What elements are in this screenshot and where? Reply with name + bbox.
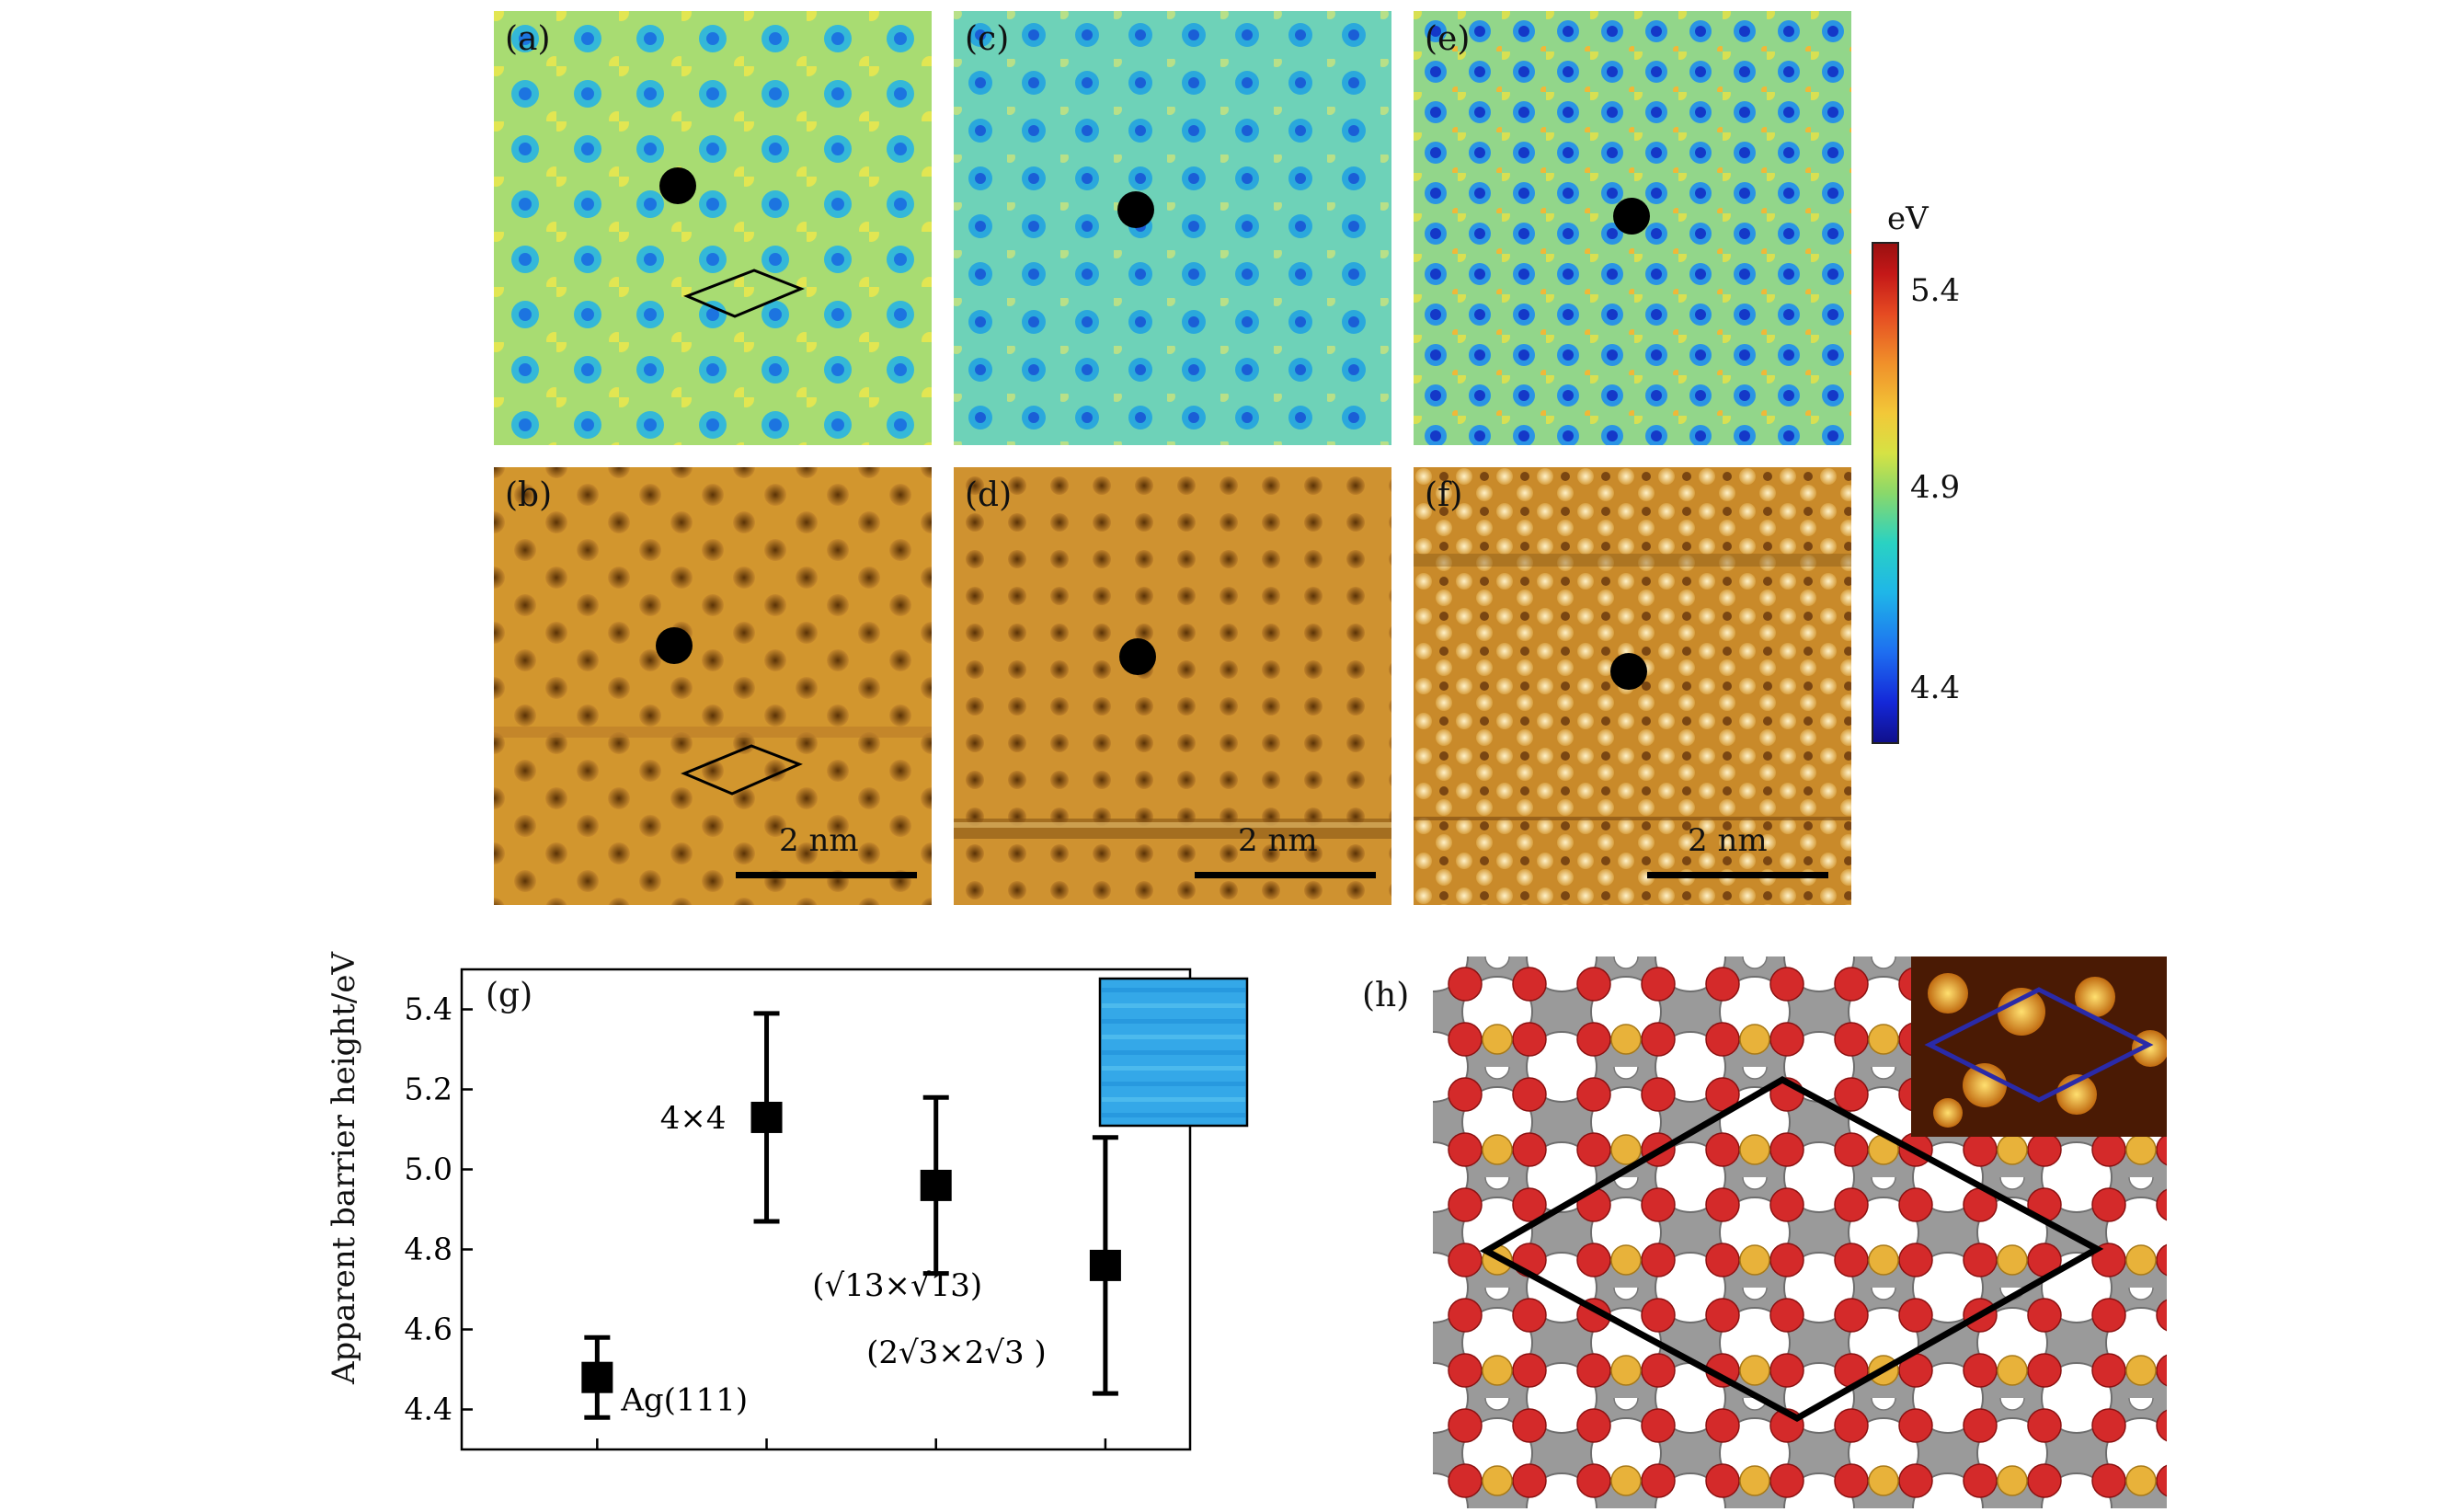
center-marker: [659, 167, 696, 204]
map-c-image: [954, 11, 1391, 445]
y-tick-label: 5.2: [405, 1071, 452, 1107]
center-marker: [1117, 191, 1154, 228]
panel-f-stm: (f) 2 nm: [1414, 467, 1851, 905]
scale-bar: [1195, 872, 1376, 878]
point-label: (2√3×2√3 ): [866, 1334, 1047, 1371]
panel-h-model: [1433, 956, 2167, 1508]
scale-bar: [736, 872, 917, 878]
scale-bar-label: 2 nm: [1238, 822, 1318, 859]
stm-d-image: [954, 467, 1391, 905]
center-marker: [656, 627, 693, 664]
panel-a-label: (a): [505, 20, 551, 58]
panel-c-map: (c): [954, 11, 1391, 445]
panel-b-label: (b): [505, 476, 553, 514]
center-marker: [1613, 198, 1650, 235]
center-marker: [1119, 638, 1156, 675]
colorbar-tick: 4.9: [1910, 469, 1961, 506]
panel-g-label: (g): [486, 977, 533, 1014]
y-tick-label: 5.0: [405, 1151, 452, 1187]
panel-f-label: (f): [1425, 476, 1463, 514]
data-point: [920, 1169, 952, 1201]
scale-bar: [1647, 872, 1828, 878]
data-point: [581, 1361, 613, 1393]
y-tick-label: 5.4: [405, 991, 452, 1027]
atomic-model: [1433, 956, 2167, 1508]
data-point: [1089, 1249, 1121, 1281]
panel-d-stm: (d) 2 nm: [954, 467, 1391, 905]
panel-a-map: (a): [494, 11, 932, 445]
colorbar-unit: eV: [1887, 200, 1929, 237]
colorbar-tick: 5.4: [1910, 272, 1961, 309]
panel-e-map: (e): [1414, 11, 1851, 445]
y-tick-label: 4.8: [405, 1231, 452, 1267]
data-point: [750, 1101, 783, 1133]
barrier-height-chart: 4.4 4.6 4.8 5.0 5.2 5.4 Ag(111) 4×4 (√13×√13) (2√…: [405, 968, 1249, 1451]
y-tick-label: 4.6: [405, 1312, 452, 1347]
scale-bar-label: 2 nm: [1688, 822, 1768, 859]
stm-inset: [1911, 956, 2167, 1137]
point-label: (√13×√13): [812, 1267, 982, 1304]
center-marker: [1610, 653, 1647, 690]
panel-h-label: (h): [1362, 977, 1410, 1014]
y-axis-label: Apparent barrier height/eV: [326, 951, 362, 1385]
scale-bar-label: 2 nm: [779, 822, 859, 859]
point-label: 4×4: [660, 1100, 727, 1137]
chart-inset-map: [1098, 977, 1249, 1128]
panel-c-label: (c): [965, 20, 1010, 58]
panel-e-label: (e): [1425, 20, 1471, 58]
plot-frame: [460, 968, 1192, 1451]
colorbar-tick: 4.4: [1910, 670, 1961, 706]
panel-d-label: (d): [965, 476, 1013, 514]
point-label: Ag(111): [620, 1382, 748, 1419]
stm-b-image: [494, 467, 932, 905]
colorbar: [1872, 242, 1899, 744]
y-tick-label: 4.4: [405, 1392, 452, 1427]
map-a-image: [494, 11, 932, 445]
panel-b-stm: (b) 2 nm: [494, 467, 932, 905]
